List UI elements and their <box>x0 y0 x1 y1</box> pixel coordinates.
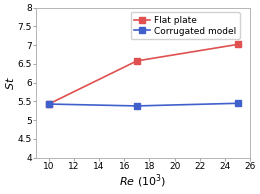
Corrugated model <box>47 103 50 105</box>
Flat plate <box>135 60 138 62</box>
X-axis label: $\mathit{Re}$ $(10^3)$: $\mathit{Re}$ $(10^3)$ <box>119 172 167 190</box>
Flat plate <box>47 103 50 105</box>
Corrugated model <box>135 105 138 107</box>
Y-axis label: $\mathit{St}$: $\mathit{St}$ <box>4 76 16 90</box>
Flat plate <box>236 43 239 46</box>
Legend: Flat plate, Corrugated model: Flat plate, Corrugated model <box>131 12 240 39</box>
Line: Corrugated model: Corrugated model <box>46 100 240 109</box>
Corrugated model <box>236 102 239 104</box>
Line: Flat plate: Flat plate <box>46 42 240 107</box>
